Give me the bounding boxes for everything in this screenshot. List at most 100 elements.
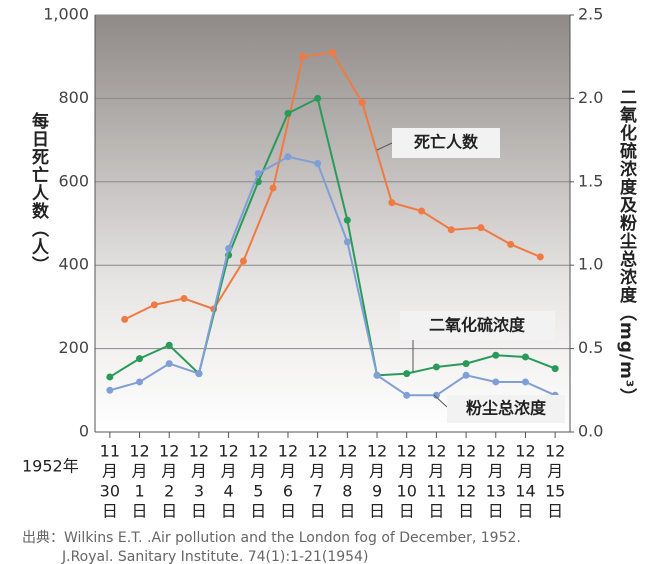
x-tick-label: 月 — [339, 462, 355, 481]
data-point — [358, 99, 366, 107]
x-tick-label: 月 — [102, 462, 118, 481]
x-tick-label: 12 — [486, 442, 506, 461]
annotation-box — [400, 311, 555, 340]
x-tick-label: 30 — [100, 482, 120, 501]
y2-tick-label: 0.0 — [578, 422, 603, 441]
x-tick-label: 4 — [224, 482, 234, 501]
source: J.Royal. Sanitary Institute. 74(1):1-21(… — [61, 549, 368, 564]
data-point — [165, 341, 173, 349]
x-tick-label: 日 — [221, 502, 237, 521]
annotation: 死亡人数 — [414, 133, 479, 152]
data-point — [373, 371, 381, 379]
x-tick-label: 2 — [164, 482, 174, 501]
x-tick-label: 日 — [132, 502, 148, 521]
y2-axis-label: 二氧化硫浓度及粉尘总浓度（mg/m³） — [616, 88, 638, 406]
x-tick-label: 12 — [159, 442, 179, 461]
y2-tick-label: 2.5 — [578, 5, 603, 24]
x-tick-label: 13 — [486, 482, 506, 501]
x-tick-label: 12 — [426, 442, 446, 461]
data-point — [462, 360, 470, 368]
x-tick-label: 日 — [102, 502, 118, 521]
x-tick-label: 12 — [248, 442, 268, 461]
x-tick-label: 日 — [339, 502, 355, 521]
plot-background — [95, 15, 570, 432]
data-point — [284, 153, 292, 161]
x-tick-label: 月 — [547, 462, 563, 481]
x-tick-label: 日 — [280, 502, 296, 521]
x-tick-label: 日 — [399, 502, 415, 521]
x-tick-label: 15 — [545, 482, 565, 501]
data-point — [462, 371, 470, 379]
series-line — [109, 155, 556, 397]
annotation: 二氧化硫浓度 — [429, 316, 526, 335]
data-point — [343, 216, 351, 224]
x-tick-label: 月 — [428, 462, 444, 481]
annotation: 粉尘总浓度 — [466, 399, 547, 418]
x-tick-label: 月 — [310, 462, 326, 481]
x-tick-label: 12 — [189, 442, 209, 461]
x-tick-label: 月 — [280, 462, 296, 481]
data-point — [121, 315, 129, 323]
series-line — [109, 96, 556, 378]
x-tick-label: 7 — [313, 482, 323, 501]
data-point — [314, 159, 322, 167]
data-point — [418, 207, 426, 215]
leader-line — [376, 142, 393, 151]
data-point — [551, 365, 559, 373]
y-tick-label: 200 — [58, 338, 89, 357]
x-tick-label: 12 — [307, 442, 327, 461]
y-tick-label: 1,000 — [43, 5, 89, 24]
x-tick-label: 月 — [488, 462, 504, 481]
x-tick-label: 日 — [369, 502, 385, 521]
data-point — [403, 370, 411, 378]
data-point — [106, 373, 114, 381]
y-axis-label: 每日死亡人数（人） — [28, 111, 49, 274]
data-point — [106, 386, 114, 394]
data-point — [314, 94, 322, 102]
x-tick-label: 日 — [488, 502, 504, 521]
x-tick-label: 月 — [250, 462, 266, 481]
x-tick-label: 月 — [132, 462, 148, 481]
x-tick-label: 12 — [515, 442, 535, 461]
x-tick-label: 12 — [367, 442, 387, 461]
leader-line — [433, 394, 448, 408]
data-point — [239, 257, 247, 265]
data-point — [432, 363, 440, 371]
y2-tick-label: 0.5 — [578, 338, 603, 357]
data-point — [447, 226, 455, 234]
data-point — [269, 184, 277, 192]
data-point — [521, 353, 529, 361]
x-tick-label: 月 — [399, 462, 415, 481]
x-tick-label: 月 — [161, 462, 177, 481]
x-tick-label: 日 — [161, 502, 177, 521]
x-tick-label: 3 — [194, 482, 204, 501]
x-tick-label: 日 — [547, 502, 563, 521]
data-point — [492, 351, 500, 359]
data-point — [329, 49, 336, 57]
x-tick-label: 12 — [218, 442, 238, 461]
annotation-box — [392, 128, 500, 158]
x-tick-label: 月 — [369, 462, 385, 481]
data-point — [388, 199, 396, 207]
data-point — [165, 360, 173, 368]
data-point — [150, 301, 158, 309]
x-tick-label: 12 — [278, 442, 298, 461]
data-point — [492, 378, 500, 386]
x-tick-label: 月 — [191, 462, 207, 481]
x-tick-label: 8 — [342, 482, 352, 501]
data-point — [536, 253, 544, 261]
data-point — [254, 169, 262, 177]
x-tick-label: 1 — [134, 482, 144, 501]
x-tick-label: 11 — [426, 482, 446, 501]
x-tick-label: 12 — [397, 442, 417, 461]
data-point — [477, 224, 485, 232]
data-point — [343, 238, 351, 246]
x-tick-label: 日 — [310, 502, 326, 521]
y2-tick-label: 1.0 — [578, 255, 603, 274]
y-tick-label: 0 — [79, 422, 89, 441]
data-point — [136, 378, 144, 386]
data-point — [432, 391, 440, 399]
x-tick-label: 10 — [397, 482, 417, 501]
data-point — [136, 355, 144, 363]
